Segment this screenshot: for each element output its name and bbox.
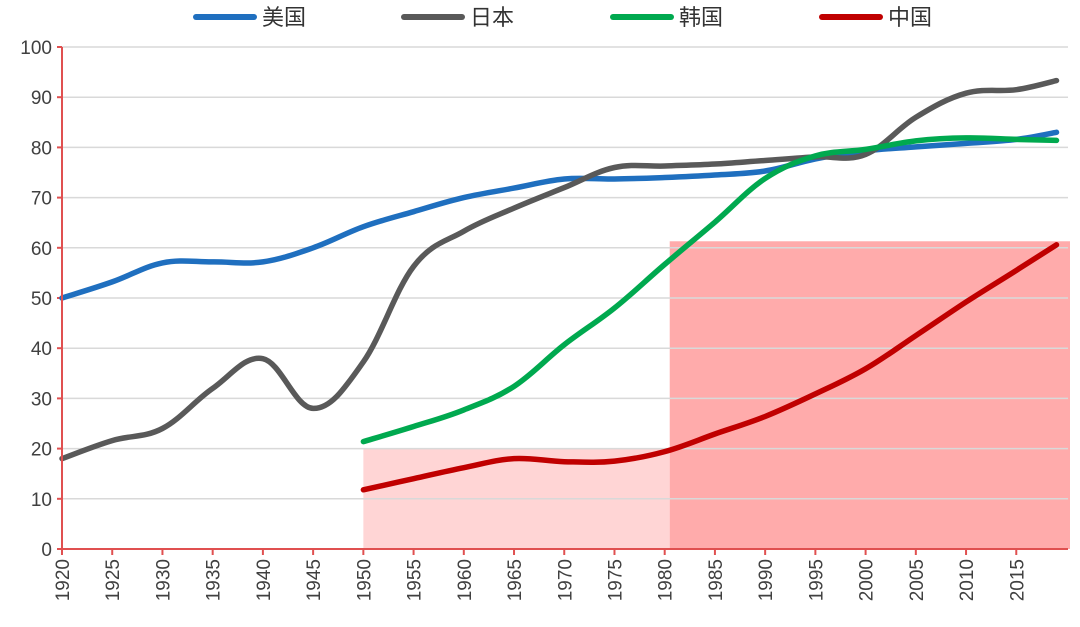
highlight-region-2	[669, 241, 1070, 550]
x-tick-label: 1970	[555, 559, 576, 601]
x-tick-label: 1980	[656, 559, 677, 601]
gridlines	[57, 46, 1068, 555]
y-tick-label: 80	[31, 138, 52, 159]
x-tick-label: 1925	[103, 559, 124, 601]
x-tick-label: 2005	[907, 559, 928, 601]
series-line-4	[360, 242, 1060, 493]
series-line-3	[360, 135, 1060, 445]
series-lines	[59, 77, 1060, 493]
x-tick-label: 1935	[204, 559, 225, 601]
x-tick-label: 1930	[153, 559, 174, 601]
legend-label-2: 日本	[470, 6, 514, 31]
y-tick-label: 50	[31, 289, 52, 310]
y-tick-label: 60	[31, 239, 52, 260]
x-axis-tick-labels: 1920 1925 1930 1935 1940 1945 1950 1955 1960 1965…	[53, 559, 1028, 601]
legend-label-1: 美国	[262, 6, 306, 31]
y-tick-label: 0	[41, 540, 52, 561]
y-tick-label: 20	[31, 440, 52, 461]
y-tick-label: 30	[31, 389, 52, 410]
x-tick-label: 1945	[304, 559, 325, 601]
x-tick-label: 1950	[354, 559, 375, 601]
x-tick-label: 2015	[1007, 559, 1028, 601]
x-tick-label: 2000	[857, 559, 878, 601]
legend: 美国 日本 韩国 中国	[193, 6, 932, 31]
x-tick-label: 1990	[756, 559, 777, 601]
y-tick-label: 40	[31, 339, 52, 360]
highlight-regions	[363, 241, 1070, 550]
y-tick-label: 90	[31, 88, 52, 109]
x-tick-label: 1995	[806, 559, 827, 601]
x-tick-label: 2010	[957, 559, 978, 601]
x-tick-label: 1940	[254, 559, 275, 601]
x-tick-label: 1965	[505, 559, 526, 601]
y-tick-label: 10	[31, 490, 52, 511]
x-tick-label: 1920	[53, 559, 74, 601]
x-tick-label: 1975	[605, 559, 626, 601]
legend-label-3: 韩国	[679, 6, 723, 31]
legend-label-4: 中国	[888, 6, 932, 31]
x-tick-label: 1960	[455, 559, 476, 601]
x-tick-label: 1955	[405, 559, 426, 601]
series-line-2	[59, 77, 1060, 462]
y-tick-label: 70	[31, 189, 52, 210]
y-tick-label: 100	[20, 38, 52, 59]
y-axis-tick-labels: 0 10 20 30 40 50 60 70 80 90 100	[20, 38, 52, 561]
x-tick-label: 1985	[706, 559, 727, 601]
axes	[61, 47, 1068, 550]
series-line-1	[59, 129, 1060, 301]
